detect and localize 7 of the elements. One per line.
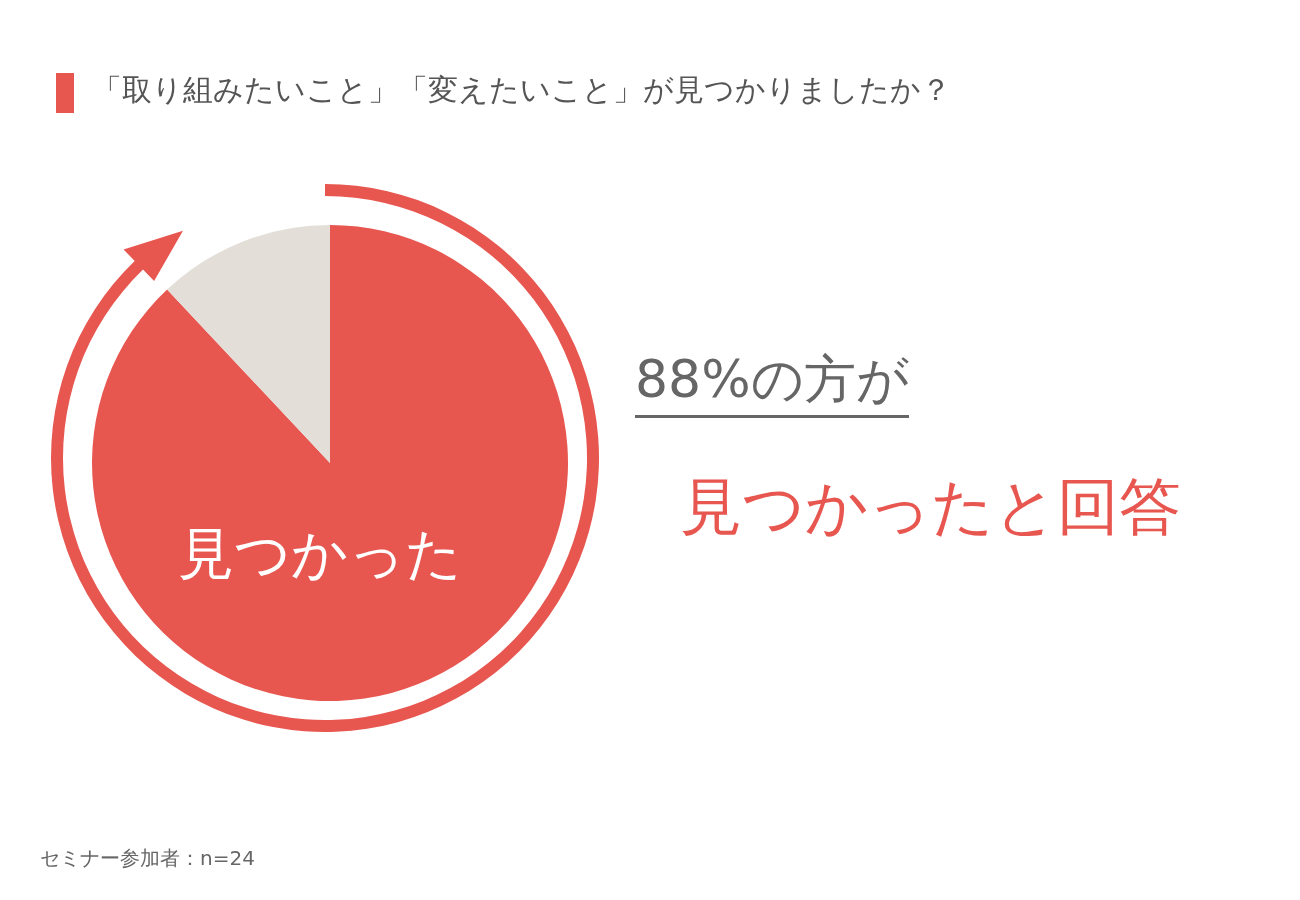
chart-title: 「取り組みたいこと」「変えたいこと」が見つかりましたか？ bbox=[92, 71, 951, 109]
text: 88%の方が bbox=[635, 345, 909, 418]
slice-label: 見つかった bbox=[178, 521, 462, 586]
pie-slice bbox=[92, 225, 568, 701]
pie-slice bbox=[167, 225, 330, 463]
text: セミナー参加者：n=24 bbox=[40, 845, 255, 872]
text: 見つかったと回答 bbox=[680, 469, 1181, 545]
